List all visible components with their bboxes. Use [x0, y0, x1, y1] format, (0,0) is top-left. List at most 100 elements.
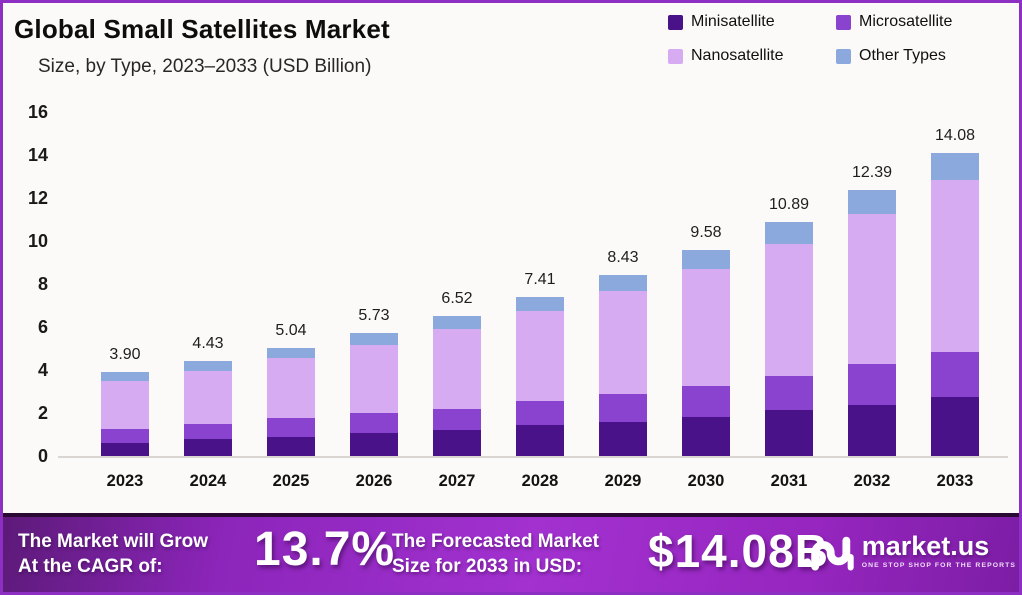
brand-tagline: ONE STOP SHOP FOR THE REPORTS [861, 561, 1016, 569]
forecast-value: $14.08B [648, 525, 829, 577]
bar-total-label-2031: 10.89 [768, 195, 810, 213]
x-axis-label-2028: 2028 [521, 472, 559, 490]
legend-label: Other Types [859, 47, 946, 64]
page-subtitle: Size, by Type, 2023–2033 (USD Billion) [38, 56, 372, 77]
marketus-logo-icon [803, 536, 854, 571]
bar-segment-nanosatellite [267, 358, 315, 418]
y-axis-tick-14: 14 [27, 145, 48, 165]
y-axis-tick-12: 12 [27, 188, 48, 208]
cagr-value: 13.7% [254, 523, 396, 576]
y-axis-tick-10: 10 [27, 231, 48, 251]
bar-segment-microsatellite [765, 376, 813, 410]
bar-segment-minisatellite [682, 417, 730, 456]
legend-item-other-types: Other Types [836, 47, 952, 65]
bar-2025 [267, 347, 315, 456]
bar-segment-nanosatellite [848, 213, 896, 365]
bar-segment-microsatellite [267, 417, 315, 437]
bar-2031 [765, 221, 813, 456]
page-title: Global Small Satellites Market [14, 14, 390, 44]
bar-segment-other-types [267, 347, 315, 359]
bar-segment-other-types [682, 250, 730, 270]
x-axis-label-2030: 2030 [687, 472, 725, 490]
bar-segment-nanosatellite [931, 179, 979, 352]
bar-2026 [350, 332, 398, 456]
cagr-label-line2: At the CAGR of: [18, 555, 163, 577]
cagr-label: The Market will Grow At the CAGR of: [18, 530, 208, 579]
bar-2024 [184, 360, 232, 456]
bar-segment-microsatellite [848, 364, 896, 406]
bar-segment-microsatellite [433, 408, 481, 431]
legend-label: Minisatellite [691, 13, 775, 30]
forecast-label-line1: The Forecasted Market [392, 531, 599, 552]
x-axis-line [58, 456, 1008, 458]
bar-segment-other-types [931, 153, 979, 180]
bar-total-label-2027: 6.52 [441, 289, 473, 307]
bar-segment-minisatellite [101, 443, 149, 456]
legend-label: Microsatellite [859, 13, 953, 30]
bar-total-label-2030: 9.58 [690, 224, 722, 242]
bar-segment-minisatellite [184, 438, 232, 456]
bar-2032 [848, 189, 896, 456]
bar-segment-microsatellite [682, 385, 730, 418]
y-axis-tick-6: 6 [37, 317, 48, 337]
cagr-label-line1: The Market will Grow [18, 531, 209, 552]
y-axis-tick-16: 16 [27, 102, 48, 122]
brand-logo: market.us ONE STOP SHOP FOR THE REPORTS [803, 531, 1016, 571]
legend-label: Nanosatellite [691, 47, 784, 64]
forecast-label-line2: Size for 2033 in USD: [392, 555, 583, 577]
bar-segment-minisatellite [516, 424, 564, 456]
legend-swatch-icon [668, 48, 683, 64]
bar-segment-microsatellite [184, 423, 232, 439]
bar-total-label-2029: 8.43 [607, 248, 639, 266]
bar-segment-minisatellite [433, 430, 481, 456]
bar-segment-minisatellite [599, 421, 647, 456]
legend-swatch-icon [836, 48, 851, 64]
y-axis-tick-2: 2 [37, 403, 48, 423]
bar-total-label-2026: 5.73 [358, 306, 390, 324]
bar-2030 [682, 250, 730, 456]
bar-segment-microsatellite [101, 429, 149, 444]
x-axis-label-2023: 2023 [106, 472, 144, 490]
chart-legend: Minisatellite Microsatellite Nanosatellite… [668, 13, 952, 65]
x-axis-label-2024: 2024 [189, 472, 227, 490]
bar-segment-nanosatellite [765, 244, 813, 377]
bar-segment-minisatellite [931, 397, 979, 456]
y-axis-tick-8: 8 [37, 274, 48, 294]
bar-segment-nanosatellite [599, 290, 647, 395]
bar-segment-other-types [599, 274, 647, 291]
bar-total-label-2023: 3.90 [109, 346, 141, 364]
legend-item-nanosatellite: Nanosatellite [668, 47, 836, 65]
bar-segment-other-types [350, 332, 398, 345]
bar-segment-nanosatellite [101, 380, 149, 430]
bar-segment-minisatellite [848, 405, 896, 456]
bar-2029 [599, 274, 647, 456]
bar-total-label-2025: 5.04 [275, 321, 307, 339]
bar-segment-other-types [433, 315, 481, 329]
brand-text: market.us ONE STOP SHOP FOR THE REPORTS [861, 530, 1016, 570]
legend-item-minisatellite: Minisatellite [668, 13, 836, 31]
bar-total-label-2028: 7.41 [524, 270, 556, 288]
x-axis-label-2025: 2025 [272, 472, 310, 490]
bar-segment-nanosatellite [682, 269, 730, 386]
bar-segment-microsatellite [599, 394, 647, 422]
x-axis-label-2031: 2031 [770, 472, 808, 490]
brand-name: market.us [861, 530, 990, 561]
bar-segment-minisatellite [267, 436, 315, 456]
legend-swatch-icon [836, 14, 851, 30]
bar-segment-microsatellite [350, 413, 398, 433]
bar-segment-minisatellite [350, 432, 398, 456]
bar-segment-microsatellite [931, 351, 979, 398]
forecast-label: The Forecasted Market Size for 2033 in U… [392, 530, 599, 579]
bar-segment-nanosatellite [433, 328, 481, 409]
bar-segment-other-types [184, 360, 232, 372]
bar-segment-other-types [516, 296, 564, 311]
bar-2033 [931, 153, 979, 456]
x-axis-label-2033: 2033 [936, 472, 974, 490]
bar-segment-other-types [765, 221, 813, 244]
bar-segment-other-types [848, 189, 896, 214]
bar-segment-microsatellite [516, 401, 564, 425]
bar-total-label-2024: 4.43 [192, 334, 224, 352]
bar-total-label-2033: 14.08 [934, 127, 976, 145]
bar-2023 [101, 372, 149, 456]
